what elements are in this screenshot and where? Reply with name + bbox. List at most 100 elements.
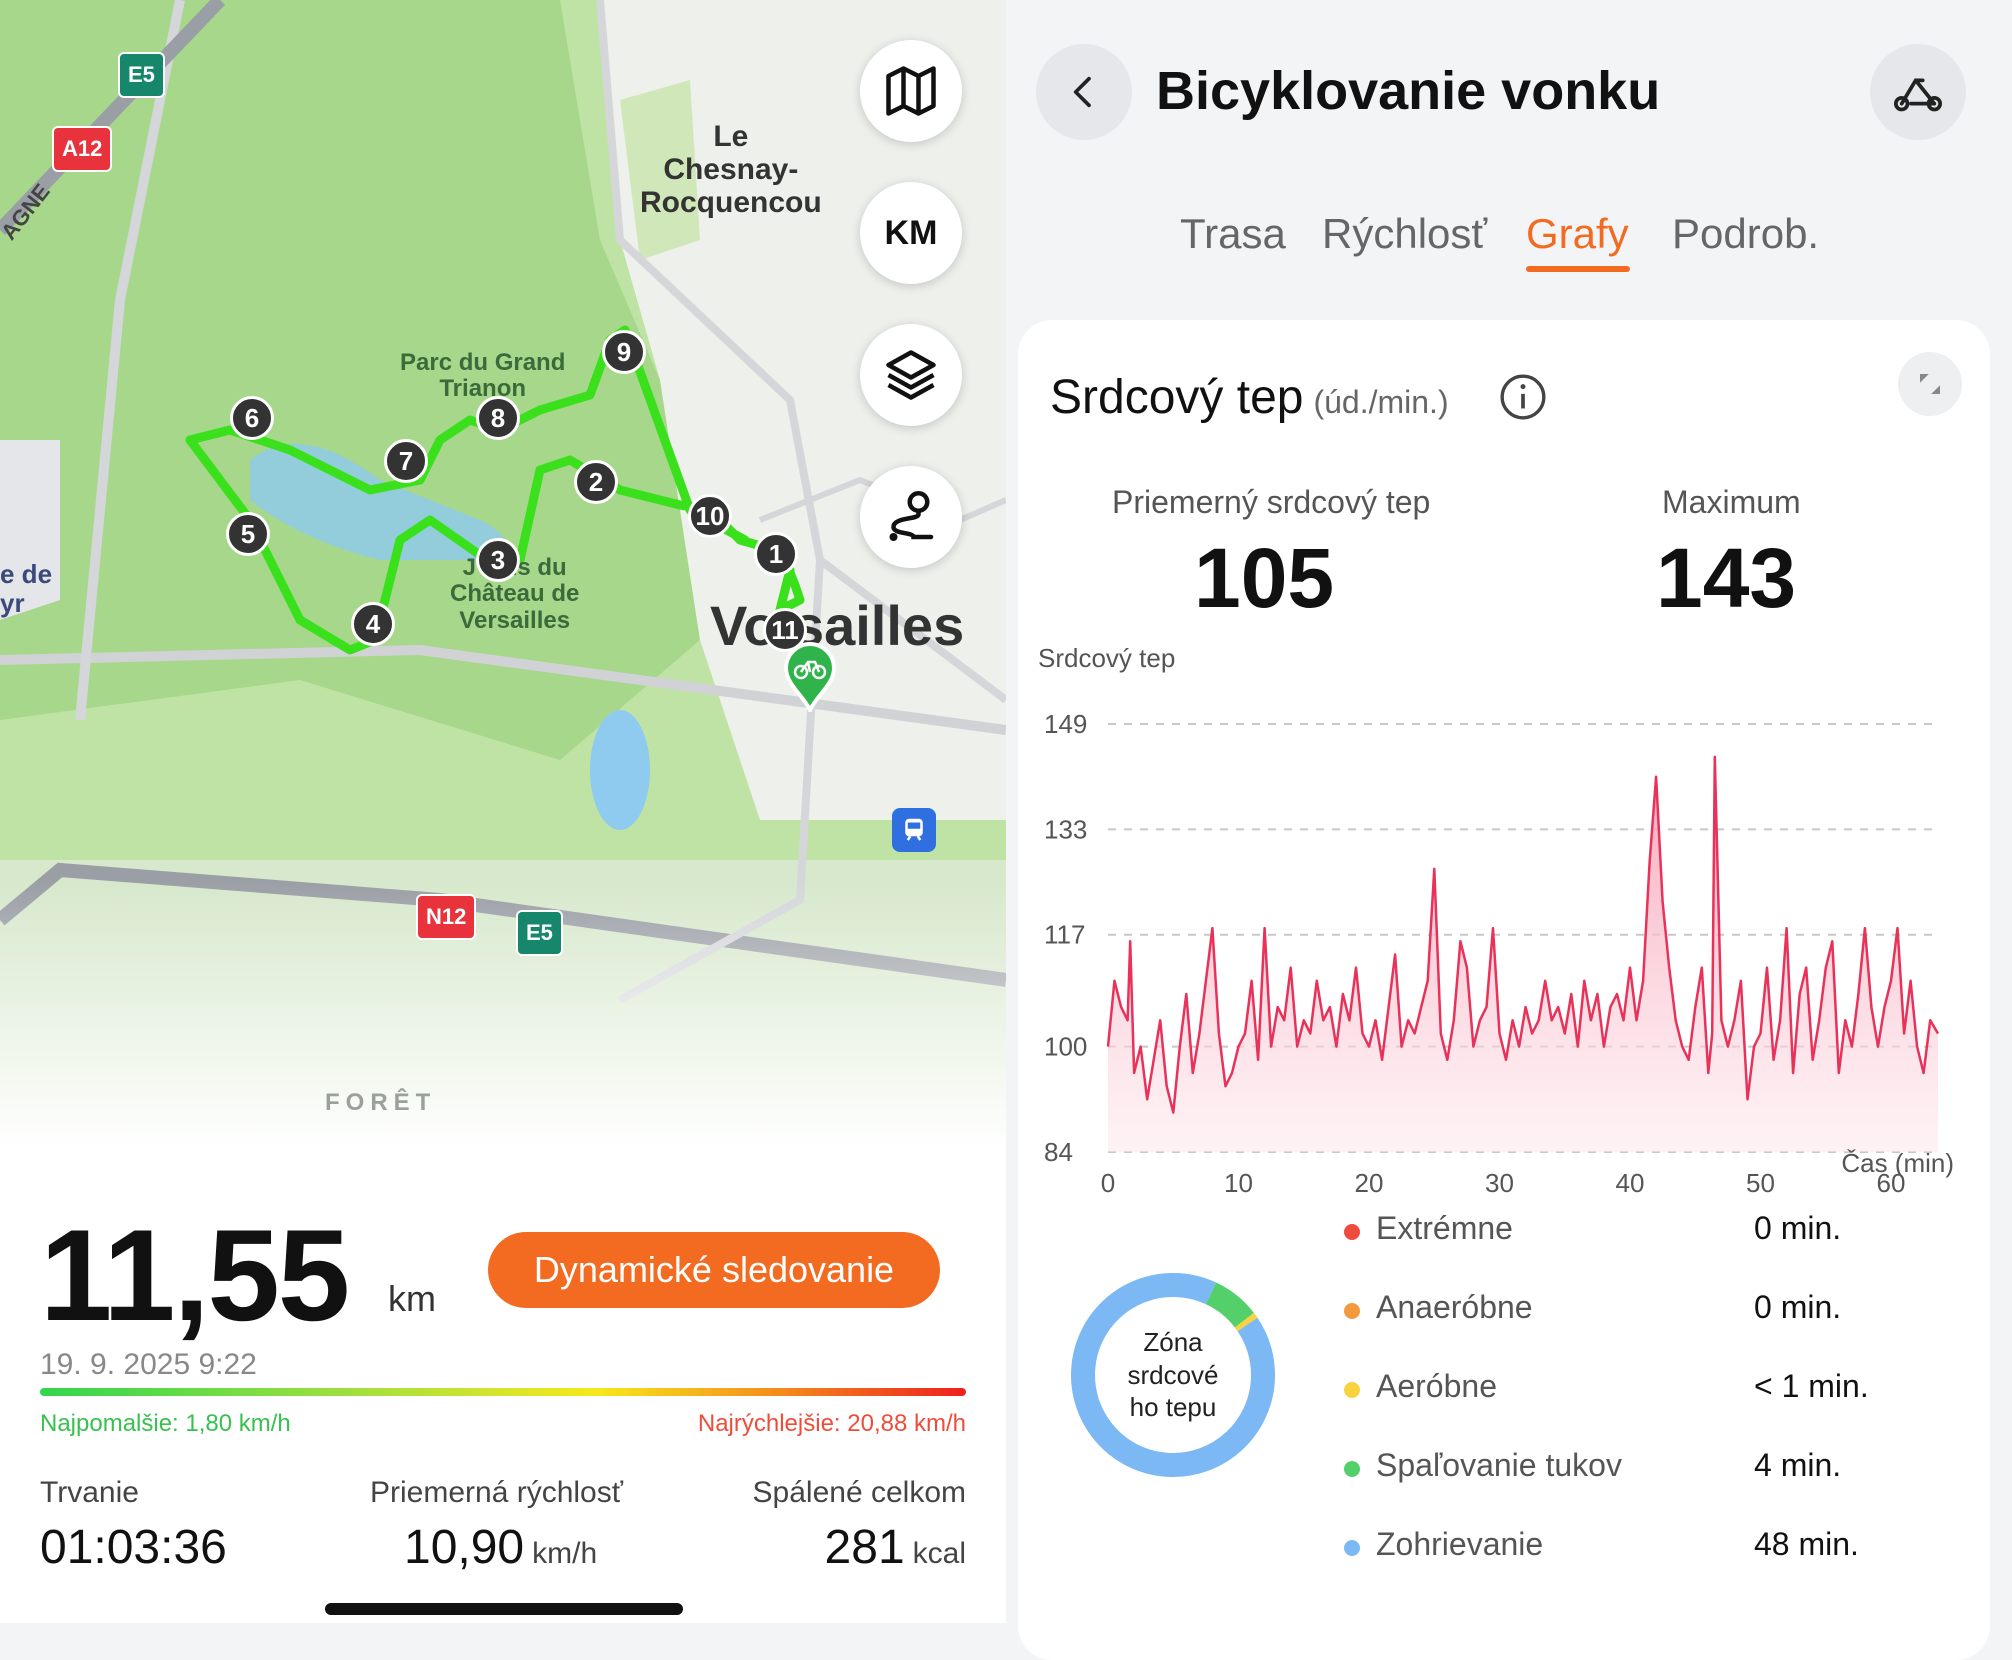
slowest-speed: Najpomalšie: 1,80 km/h bbox=[40, 1410, 291, 1437]
zone-time: 48 min. bbox=[1754, 1526, 1859, 1562]
total-distance: 11,55 bbox=[40, 1202, 350, 1348]
distance-unit: km bbox=[388, 1278, 436, 1319]
duration-value: 01:03:36 bbox=[40, 1521, 227, 1574]
x-tick-label: 0 bbox=[1101, 1168, 1115, 1198]
chevron-left-icon bbox=[1073, 76, 1091, 108]
zone-color-dot bbox=[1344, 1540, 1360, 1556]
place-label: e de yr bbox=[0, 559, 53, 618]
x-axis-label: Čas (min) bbox=[1841, 1148, 1954, 1178]
zone-time: 0 min. bbox=[1754, 1289, 1842, 1325]
y-tick-label: 84 bbox=[1044, 1137, 1073, 1167]
calories-unit: kcal bbox=[912, 1537, 966, 1570]
route-icon bbox=[889, 491, 934, 541]
tab-route[interactable]: Trasa bbox=[1180, 210, 1286, 257]
km-markers-button[interactable]: KM bbox=[860, 182, 962, 284]
train-station-icon bbox=[892, 808, 936, 852]
zone-segment bbox=[1071, 1273, 1275, 1477]
zone-time: 0 min. bbox=[1754, 1210, 1842, 1246]
heart-rate-area bbox=[1108, 756, 1938, 1152]
fastest-speed: Najrýchlejšie: 20,88 km/h bbox=[697, 1410, 966, 1437]
workout-summary-panel: Le Chesnay- Rocquencou Parc du Grand Tri… bbox=[0, 0, 1006, 1623]
road-badge-e5: E5 bbox=[118, 52, 165, 98]
workout-details-panel: Bicyklovanie vonku Trasa Rýchlosť Grafy … bbox=[1006, 0, 2012, 1660]
dynamic-tracking-button[interactable]: Dynamické sledovanie bbox=[488, 1232, 940, 1308]
layers-icon bbox=[886, 350, 936, 400]
route-marker-7[interactable]: 7 bbox=[384, 439, 428, 483]
route-map[interactable]: Le Chesnay- Rocquencou Parc du Grand Tri… bbox=[0, 0, 1006, 1150]
y-tick-label: 133 bbox=[1044, 814, 1087, 844]
max-heart-rate-label: Maximum bbox=[1662, 484, 1801, 520]
donut-center-label: Zóna srdcové ho tepu bbox=[1127, 1327, 1219, 1423]
info-icon[interactable] bbox=[1498, 372, 1548, 422]
place-label: Parc du Grand Trianon bbox=[400, 349, 566, 403]
x-tick-label: 60 bbox=[1877, 1168, 1906, 1198]
tab-speed[interactable]: Rýchlosť bbox=[1322, 210, 1488, 257]
route-replay-button[interactable] bbox=[860, 466, 962, 568]
zone-name: Extrémne bbox=[1376, 1210, 1513, 1246]
zone-color-dot bbox=[1344, 1224, 1360, 1240]
x-tick-label: 30 bbox=[1485, 1168, 1514, 1198]
heart-rate-card: Srdcový tep (úd./min.) Priemerný srdcový … bbox=[1018, 320, 1990, 1660]
zone-color-dot bbox=[1344, 1382, 1360, 1398]
route-marker-9[interactable]: 9 bbox=[602, 330, 646, 374]
speed-gradient-bar bbox=[40, 1388, 966, 1396]
y-tick-label: 149 bbox=[1044, 709, 1087, 739]
zone-name: Aeróbne bbox=[1376, 1368, 1497, 1404]
page-title: Bicyklovanie vonku bbox=[1156, 61, 1661, 121]
avg-speed-label: Priemerná rýchlosť bbox=[370, 1476, 623, 1509]
route-marker-4[interactable]: 4 bbox=[351, 602, 395, 646]
place-label: Le Chesnay- Rocquencou bbox=[640, 120, 822, 219]
place-label: FORÊT bbox=[325, 1089, 437, 1116]
x-tick-label: 50 bbox=[1746, 1168, 1775, 1198]
x-tick-label: 10 bbox=[1224, 1168, 1253, 1198]
route-marker-2[interactable]: 2 bbox=[574, 460, 618, 504]
zone-time: < 1 min. bbox=[1754, 1368, 1869, 1404]
calories-value: 281 kcal bbox=[824, 1521, 966, 1574]
zone-time: 4 min. bbox=[1754, 1447, 1842, 1483]
max-heart-rate-value: 143 bbox=[1656, 531, 1797, 625]
route-marker-8[interactable]: 8 bbox=[476, 396, 520, 440]
map-style-button[interactable] bbox=[860, 40, 962, 142]
start-pin[interactable] bbox=[782, 642, 838, 715]
avg-speed-unit: km/h bbox=[532, 1537, 598, 1570]
heart-rate-chart[interactable]: 84 100 117 133 149 0 10 20 30 40 50 60 Srdcový tep… bbox=[1018, 640, 1990, 1200]
zone-color-dot bbox=[1344, 1461, 1360, 1477]
route-marker-3[interactable]: 3 bbox=[476, 538, 520, 582]
zone-name: Zohrievanie bbox=[1376, 1526, 1544, 1562]
heart-rate-line bbox=[1106, 755, 1940, 1114]
tab-charts[interactable]: Grafy bbox=[1526, 210, 1629, 257]
road-badge-n12: N12 bbox=[416, 894, 477, 940]
road-badge-a12: A12 bbox=[52, 126, 113, 172]
road-badge-e5: E5 bbox=[516, 910, 563, 956]
heart-rate-unit: (úd./min.) bbox=[1313, 384, 1449, 420]
bicycle-icon bbox=[1893, 78, 1943, 112]
active-tab-indicator bbox=[1526, 266, 1630, 272]
duration-label: Trvanie bbox=[40, 1476, 139, 1509]
workout-date: 19. 9. 2025 9:22 bbox=[40, 1348, 257, 1381]
avg-speed-value: 10,90 km/h bbox=[404, 1521, 598, 1574]
route-marker-5[interactable]: 5 bbox=[226, 512, 270, 556]
home-indicator[interactable] bbox=[325, 1603, 683, 1615]
bike-type-button[interactable] bbox=[1870, 44, 1966, 140]
zone-name: Spaľovanie tukov bbox=[1376, 1447, 1622, 1483]
route-marker-6[interactable]: 6 bbox=[230, 396, 274, 440]
zone-name: Anaeróbne bbox=[1376, 1289, 1533, 1325]
tab-details[interactable]: Podrob. bbox=[1672, 210, 1820, 257]
y-axis-label: Srdcový tep bbox=[1038, 643, 1175, 673]
calories-label: Spálené celkom bbox=[752, 1476, 966, 1509]
route-marker-10[interactable]: 10 bbox=[688, 494, 732, 538]
route-marker-1[interactable]: 1 bbox=[754, 532, 798, 576]
avg-heart-rate-value: 105 bbox=[1194, 531, 1335, 625]
expand-icon bbox=[1920, 374, 1940, 394]
avg-heart-rate-label: Priemerný srdcový tep bbox=[1112, 484, 1431, 520]
heart-rate-zone-donut: Zóna srdcové ho tepu bbox=[1068, 1270, 1278, 1480]
x-tick-label: 40 bbox=[1616, 1168, 1645, 1198]
expand-button[interactable] bbox=[1898, 352, 1962, 416]
place-label: J ins du Château de Versailles bbox=[450, 554, 580, 634]
heart-rate-title: Srdcový tep (úd./min.) bbox=[1050, 371, 1449, 424]
layers-button[interactable] bbox=[860, 324, 962, 426]
zone-color-dot bbox=[1344, 1303, 1360, 1319]
back-button[interactable] bbox=[1036, 44, 1132, 140]
bicycle-pin-icon bbox=[783, 642, 837, 715]
x-tick-label: 20 bbox=[1355, 1168, 1384, 1198]
